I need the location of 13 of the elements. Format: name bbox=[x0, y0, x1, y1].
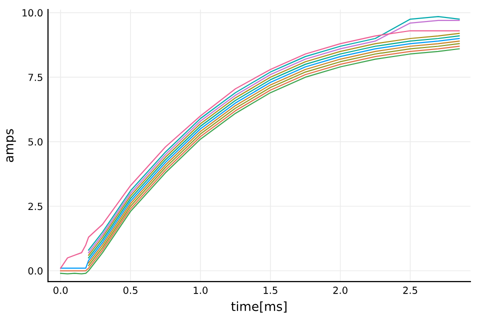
x-tick-label: 1.0 bbox=[194, 286, 208, 294]
y-tick-label: 0.0 bbox=[28, 267, 42, 275]
x-tick-label: 0.0 bbox=[54, 286, 68, 294]
y-tick-label: 5.0 bbox=[28, 138, 42, 146]
y-tick-label: 2.5 bbox=[28, 202, 42, 210]
y-axis-title: amps bbox=[6, 129, 16, 162]
y-tick-label: 10.0 bbox=[22, 9, 42, 17]
x-tick-label: 1.5 bbox=[264, 286, 278, 294]
y-tick-label: 7.5 bbox=[28, 74, 42, 82]
x-tick-label: 2.5 bbox=[403, 286, 418, 294]
x-tick-label: 2.0 bbox=[333, 286, 348, 294]
x-tick-label: 0.5 bbox=[123, 286, 138, 294]
x-axis-title: time[ms] bbox=[231, 301, 286, 313]
